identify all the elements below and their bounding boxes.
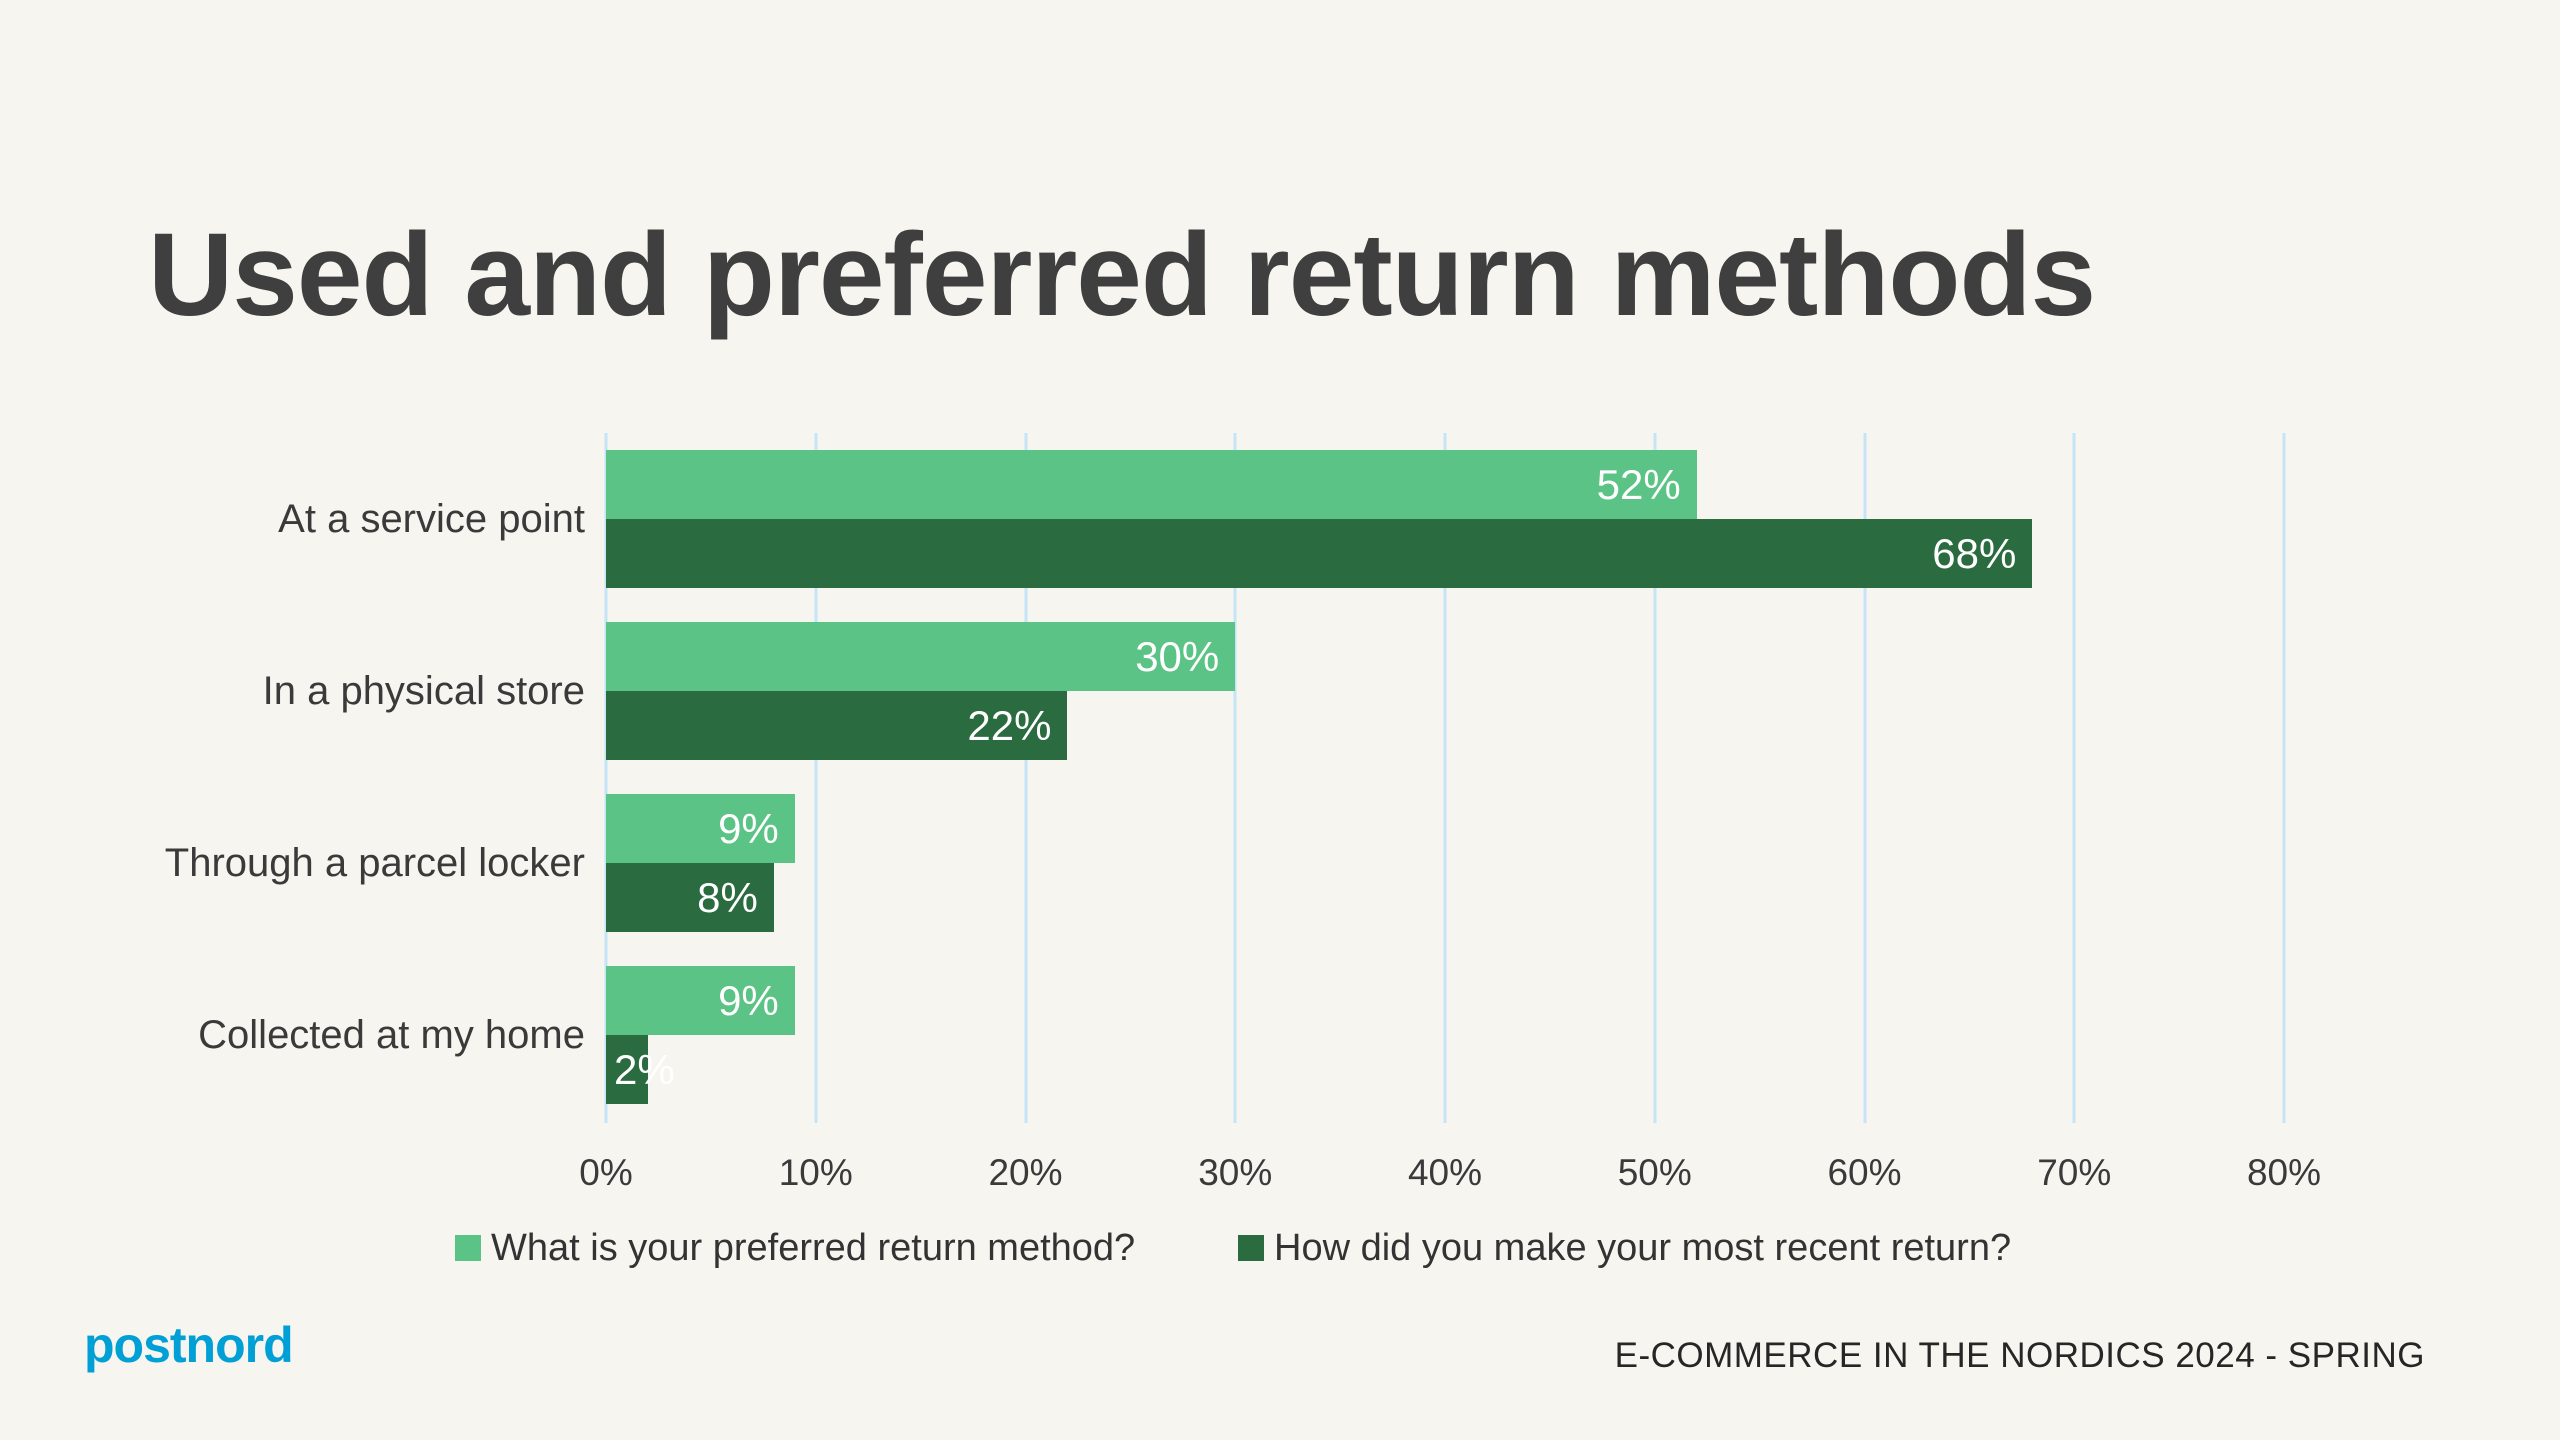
x-tick-label: 10%: [778, 1152, 853, 1193]
legend-item-preferred: What is your preferred return method?: [455, 1224, 1135, 1272]
bar-recent: 8%: [606, 863, 774, 932]
x-axis: 0% 10% 20% 30% 40% 50% 60% 70% 80%: [579, 1152, 2321, 1202]
legend-item-recent: How did you make your most recent return…: [1238, 1224, 2011, 1272]
bar-recent: 2%: [606, 1035, 675, 1104]
source-label: E-COMMERCE IN THE NORDICS 2024 - SPRING: [1614, 1336, 2425, 1375]
category-label: Collected at my home: [198, 1013, 585, 1057]
page-title: Used and preferred return methods: [148, 209, 2096, 342]
gridline: [1024, 433, 1027, 1123]
plot-area: 52% 68% 30% 22% 9% 8% 9% 2%: [604, 433, 2286, 1123]
category-label: Through a parcel locker: [164, 841, 585, 885]
x-tick-label: 50%: [1617, 1152, 1692, 1193]
category-axis: At a service point In a physical store Thr…: [0, 433, 585, 1123]
bar-value-label: 22%: [967, 701, 1052, 749]
bar-value-label: 9%: [718, 804, 779, 852]
bar-value-label: 52%: [1596, 460, 1681, 508]
bar-preferred: 9%: [606, 966, 795, 1035]
legend-label-recent: How did you make your most recent return…: [1274, 1226, 2012, 1269]
bar-value-label: 30%: [1135, 632, 1220, 680]
x-tick-label: 70%: [2037, 1152, 2112, 1193]
legend-swatch-recent: [1238, 1235, 1264, 1261]
gridline: [2072, 433, 2076, 1123]
gridline: [2282, 433, 2286, 1123]
x-tick-label: 40%: [1407, 1152, 1483, 1193]
legend-label-preferred: What is your preferred return method?: [491, 1226, 1136, 1269]
x-tick-label: 80%: [2246, 1152, 2322, 1193]
bar-recent: 22%: [606, 691, 1068, 760]
category-label: In a physical store: [262, 669, 585, 713]
gridline: [1443, 433, 1447, 1123]
bar-value-label: 2%: [614, 1045, 675, 1093]
bar-preferred: 52%: [606, 450, 1697, 519]
bar-value-label: 8%: [697, 873, 758, 921]
bar-preferred: 30%: [606, 622, 1236, 691]
gridline: [1863, 433, 1866, 1123]
bar-value-label: 68%: [1932, 529, 2017, 577]
bar-value-label: 9%: [718, 976, 779, 1024]
gridline: [604, 433, 608, 1123]
x-tick-label: 20%: [988, 1152, 1063, 1193]
x-tick-label: 30%: [1198, 1152, 1273, 1193]
legend-swatch-preferred: [455, 1235, 481, 1261]
bar-preferred: 9%: [606, 794, 795, 863]
gridline: [1653, 433, 1657, 1123]
gridline: [814, 433, 818, 1123]
category-label: At a service point: [278, 497, 585, 541]
x-tick-label: 0%: [579, 1152, 633, 1193]
gridline: [1233, 433, 1237, 1123]
bar-recent: 68%: [606, 519, 2033, 588]
postnord-logo: postnord: [84, 1317, 294, 1373]
x-tick-label: 60%: [1827, 1152, 1902, 1193]
